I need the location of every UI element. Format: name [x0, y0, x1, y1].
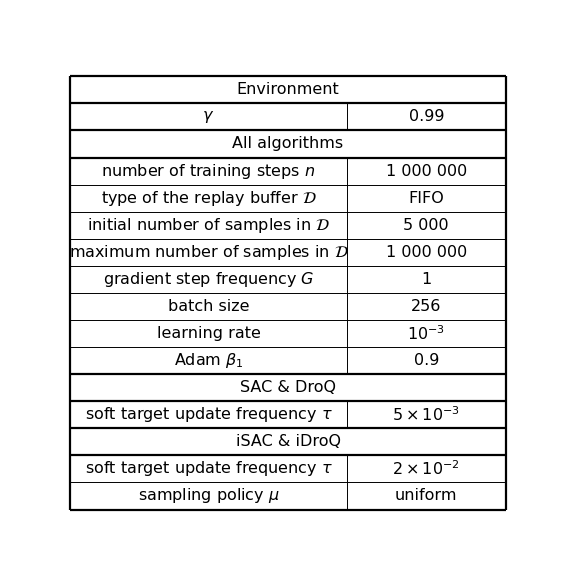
Text: 1: 1 — [421, 272, 432, 287]
Text: batch size: batch size — [168, 299, 250, 314]
Text: 0.99: 0.99 — [409, 110, 444, 125]
Text: 256: 256 — [411, 299, 442, 314]
Text: uniform: uniform — [395, 488, 457, 503]
Text: learning rate: learning rate — [157, 326, 260, 341]
Text: maximum number of samples in $\mathcal{D}$: maximum number of samples in $\mathcal{D… — [69, 243, 348, 262]
Text: Environment: Environment — [237, 82, 339, 97]
Text: Adam $\beta_1$: Adam $\beta_1$ — [174, 351, 243, 370]
Text: $\gamma$: $\gamma$ — [202, 109, 215, 125]
Text: $2 \times 10^{-2}$: $2 \times 10^{-2}$ — [392, 459, 460, 478]
Text: type of the replay buffer $\mathcal{D}$: type of the replay buffer $\mathcal{D}$ — [101, 188, 316, 208]
Text: 1 000 000: 1 000 000 — [386, 245, 467, 260]
Text: $5 \times 10^{-3}$: $5 \times 10^{-3}$ — [392, 405, 460, 424]
Text: $10^{-3}$: $10^{-3}$ — [407, 324, 445, 343]
Text: initial number of samples in $\mathcal{D}$: initial number of samples in $\mathcal{D… — [87, 216, 330, 235]
Text: iSAC & iDroQ: iSAC & iDroQ — [235, 434, 341, 450]
Text: All algorithms: All algorithms — [233, 136, 343, 151]
Text: number of training steps $n$: number of training steps $n$ — [101, 162, 316, 180]
Text: 5 000: 5 000 — [404, 218, 449, 233]
Text: soft target update frequency $\tau$: soft target update frequency $\tau$ — [84, 405, 333, 424]
Text: 1 000 000: 1 000 000 — [386, 164, 467, 179]
Text: SAC & DroQ: SAC & DroQ — [240, 380, 336, 395]
Text: 0.9: 0.9 — [414, 353, 439, 368]
Text: soft target update frequency $\tau$: soft target update frequency $\tau$ — [84, 459, 333, 478]
Text: FIFO: FIFO — [409, 191, 444, 206]
Text: gradient step frequency $G$: gradient step frequency $G$ — [103, 270, 314, 289]
Text: sampling policy $\mu$: sampling policy $\mu$ — [138, 487, 279, 505]
